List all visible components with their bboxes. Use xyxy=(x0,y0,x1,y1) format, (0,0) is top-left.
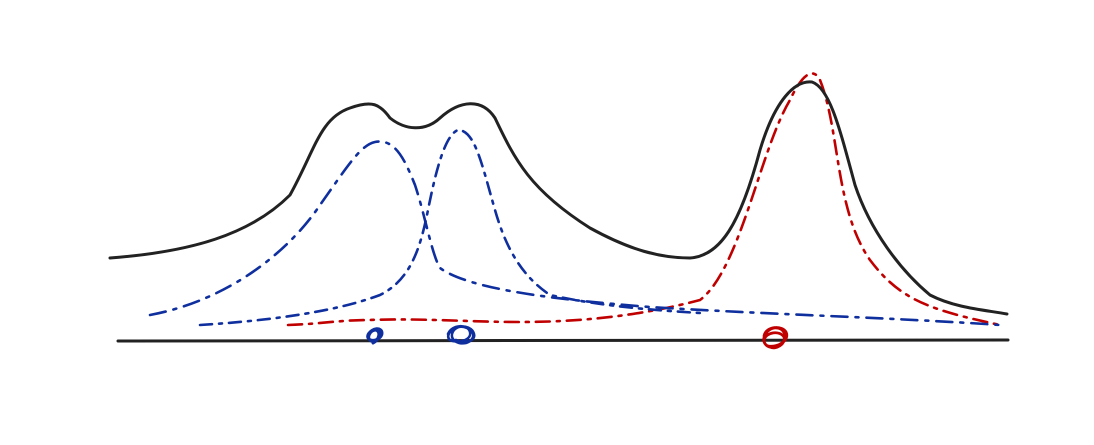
blue-marker-right xyxy=(446,324,476,345)
blue-component-curve-right xyxy=(198,128,702,327)
blue-marker-left xyxy=(366,327,384,345)
sum-curve xyxy=(108,80,1009,316)
baseline-axis xyxy=(116,338,1010,343)
blue-component-curve-left xyxy=(148,140,1002,327)
red-component-curve xyxy=(286,72,1002,327)
red-marker xyxy=(762,326,789,350)
